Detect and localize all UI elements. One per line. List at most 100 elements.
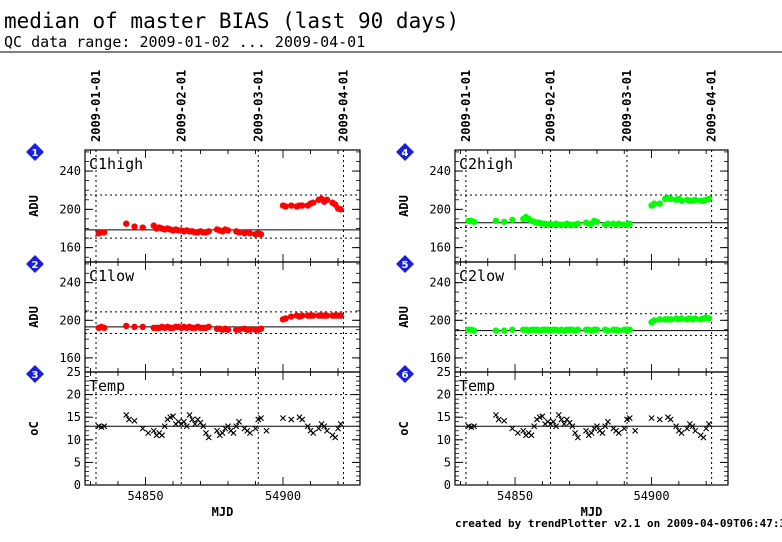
data-point xyxy=(337,420,344,427)
data-point xyxy=(626,415,633,422)
data-point xyxy=(315,425,322,432)
y-tick-label: 25 xyxy=(67,365,81,379)
y-axis-label: oC xyxy=(397,421,411,435)
data-point xyxy=(225,423,231,430)
panel-badge-number: 1 xyxy=(32,148,39,159)
panel-frame xyxy=(84,371,361,486)
data-point xyxy=(509,425,516,432)
y-tick-label: 200 xyxy=(59,202,81,216)
data-point xyxy=(678,430,685,437)
panel-c2high-4: 160 200 240 ADU C2high 4 2009-01-01 2009-02-01 2… xyxy=(396,70,729,263)
data-point xyxy=(615,430,622,437)
data-point xyxy=(583,427,590,434)
data-point xyxy=(337,206,344,213)
y-tick-label: 160 xyxy=(429,241,451,255)
data-point xyxy=(335,425,341,432)
data-point xyxy=(632,427,639,434)
y-tick-label: 5 xyxy=(444,455,451,469)
data-point xyxy=(214,427,220,434)
y-tick-label: 200 xyxy=(429,313,451,327)
data-point xyxy=(593,423,600,430)
data-point xyxy=(492,217,500,225)
date-marker-label: 2009-04-01 xyxy=(337,70,351,142)
chart-title: median of master BIAS (last 90 days) xyxy=(4,9,459,33)
data-point xyxy=(310,199,317,206)
data-point xyxy=(651,317,658,324)
panel-frame xyxy=(454,371,729,486)
panel-badge-icon xyxy=(396,365,414,383)
data-point xyxy=(626,326,633,333)
data-point xyxy=(161,423,168,430)
data-point xyxy=(514,430,521,437)
y-tick-label: 15 xyxy=(67,410,81,424)
data-point xyxy=(651,200,658,207)
panel-badge-icon xyxy=(26,143,44,161)
panel-badge-icon xyxy=(396,143,414,161)
y-tick-label: 0 xyxy=(444,478,451,492)
date-marker-label: 2009-04-01 xyxy=(705,70,719,142)
data-point xyxy=(219,430,226,437)
data-point xyxy=(123,322,130,330)
panel-badge-icon xyxy=(396,255,414,273)
data-point xyxy=(667,195,674,203)
data-point xyxy=(150,427,157,434)
x-tick-label: 54850 xyxy=(127,489,163,503)
panel-badge-number: 6 xyxy=(402,370,409,381)
y-tick-label: 20 xyxy=(437,388,451,402)
data-point xyxy=(123,411,130,418)
panel-label: Temp xyxy=(459,377,495,395)
y-tick-label: 10 xyxy=(437,433,451,447)
data-point xyxy=(131,323,138,331)
panel-badge-icon xyxy=(26,365,44,383)
data-point xyxy=(673,423,680,430)
data-point xyxy=(235,326,243,333)
y-tick-label: 160 xyxy=(59,351,81,365)
date-marker-label: 2009-01-01 xyxy=(459,70,473,142)
data-point xyxy=(337,312,344,319)
data-point xyxy=(203,430,209,437)
data-point xyxy=(531,423,538,430)
data-point xyxy=(288,416,295,423)
data-point xyxy=(700,434,707,441)
data-point xyxy=(252,425,259,432)
data-point xyxy=(224,227,232,234)
data-point xyxy=(197,419,204,426)
data-point xyxy=(263,427,270,434)
x-tick-label: 54850 xyxy=(497,489,533,503)
data-point xyxy=(539,413,546,420)
x-tick-label: 54900 xyxy=(633,489,669,503)
data-point xyxy=(656,416,663,423)
data-point xyxy=(572,430,579,437)
data-point xyxy=(299,416,306,423)
data-point xyxy=(224,326,232,333)
data-point xyxy=(520,427,527,434)
data-point xyxy=(280,415,286,422)
y-tick-label: 0 xyxy=(74,478,81,492)
data-point xyxy=(233,423,240,430)
panel-temp-6: 0 5 10 15 20 25 oC Temp 6 54850 54900 MJD xyxy=(396,365,729,519)
date-marker-label: 2009-01-01 xyxy=(89,70,103,142)
y-tick-label: 240 xyxy=(429,276,451,290)
data-point xyxy=(205,434,212,441)
data-point xyxy=(101,324,108,332)
panel-badge-number: 3 xyxy=(32,370,39,381)
data-point xyxy=(684,425,691,432)
data-point xyxy=(139,323,146,331)
y-axis-label: ADU xyxy=(397,195,411,217)
data-point xyxy=(470,327,478,334)
data-point xyxy=(692,315,699,322)
date-marker-label: 2009-03-01 xyxy=(251,70,265,142)
data-point xyxy=(200,423,207,430)
data-point xyxy=(183,423,190,430)
data-point xyxy=(131,417,138,424)
data-point xyxy=(324,427,330,434)
data-point xyxy=(656,200,663,207)
data-point xyxy=(604,220,612,227)
y-tick-label: 200 xyxy=(429,202,451,216)
data-point xyxy=(509,216,516,224)
data-point xyxy=(678,197,685,204)
chart-subtitle: QC data range: 2009-01-02 ... 2009-04-01 xyxy=(4,33,365,51)
y-tick-label: 5 xyxy=(74,455,81,469)
y-tick-label: 10 xyxy=(67,433,81,447)
data-point xyxy=(470,218,478,225)
